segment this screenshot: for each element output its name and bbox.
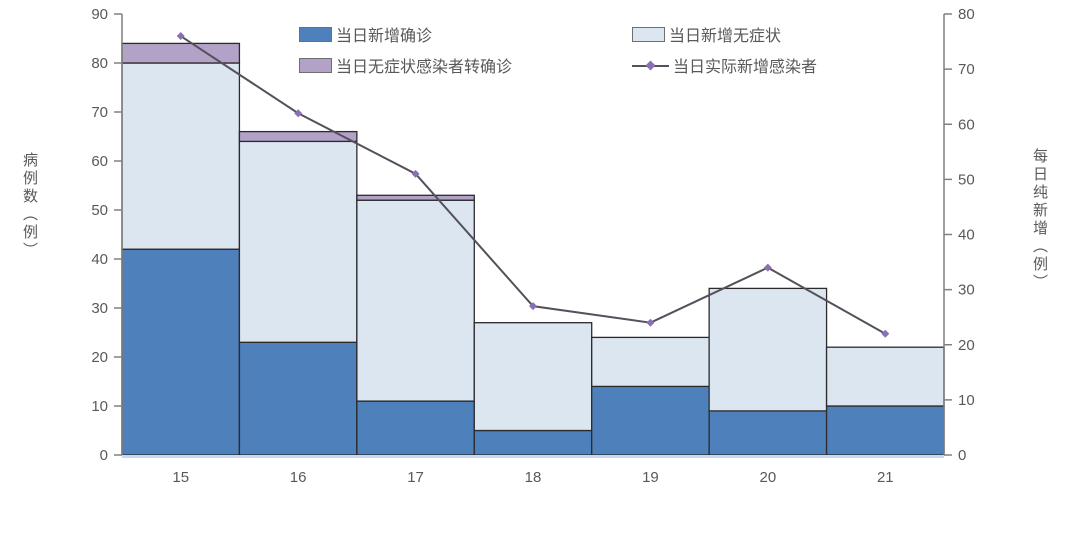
bar-segment-s0-15 <box>121 248 241 456</box>
bar-segment-s0-17 <box>356 400 475 456</box>
right-tick-label-80: 80 <box>958 6 975 23</box>
left-tick-label-20: 20 <box>91 349 108 366</box>
bar-segment-s0-16 <box>238 341 358 456</box>
left-tick-label-0: 0 <box>100 447 108 464</box>
legend-swatch-asymptomatic <box>632 26 665 42</box>
legend-item-converted: 当日无症状感染者转确诊 <box>299 53 512 77</box>
left-tick-label-90: 90 <box>91 6 108 23</box>
left-tick-label-60: 60 <box>91 153 108 170</box>
bar-segment-s2-15 <box>121 42 241 64</box>
bar-segment-s2-16 <box>238 130 358 143</box>
left-tick-label-70: 70 <box>91 104 108 121</box>
left-tick-label-80: 80 <box>91 55 108 72</box>
legend-label-confirmed: 当日新增确诊 <box>336 28 433 45</box>
legend-swatch-confirmed <box>299 26 332 42</box>
legend-label-converted: 当日无症状感染者转确诊 <box>336 59 513 76</box>
right-tick-label-40: 40 <box>958 227 975 244</box>
right-tick-label-10: 10 <box>958 392 975 409</box>
right-tick-label-50: 50 <box>958 171 975 188</box>
trend-marker-18 <box>529 302 537 311</box>
plot-baseline <box>122 455 944 458</box>
bar-segment-s1-19 <box>591 336 710 388</box>
bar-segment-s1-15 <box>121 62 241 250</box>
left-tick-label-10: 10 <box>91 398 108 415</box>
x-tick-label-19: 19 <box>642 469 659 486</box>
right-tick-label-20: 20 <box>958 337 975 354</box>
legend-item-asymptomatic: 当日新增无症状 <box>632 22 781 46</box>
right-tick-label-30: 30 <box>958 282 975 299</box>
trend-marker-16 <box>294 109 303 118</box>
bar-segment-s1-17 <box>356 199 475 402</box>
bar-segment-s1-16 <box>238 140 358 343</box>
legend-item-confirmed: 当日新增确诊 <box>299 22 432 46</box>
trend-marker-19 <box>646 318 655 327</box>
bar-segment-s0-18 <box>473 429 593 456</box>
legend-item-net-new: 当日实际新增感染者 <box>632 53 817 77</box>
right-tick-label-60: 60 <box>958 116 975 133</box>
bar-segment-s0-19 <box>591 385 710 456</box>
trend-marker-21 <box>881 329 890 338</box>
left-tick-label-40: 40 <box>91 251 108 268</box>
right-tick-label-0: 0 <box>958 447 966 464</box>
bar-segment-s2-17 <box>356 194 475 201</box>
left-tick-label-30: 30 <box>91 300 108 317</box>
left-tick-label-50: 50 <box>91 202 108 219</box>
legend-swatch-converted <box>299 57 332 73</box>
right-tick-label-70: 70 <box>958 61 975 78</box>
left-axis-title: 病例数（例） <box>21 152 38 260</box>
x-tick-label-17: 17 <box>407 469 424 486</box>
trend-marker-17 <box>411 169 420 178</box>
x-tick-label-16: 16 <box>290 469 307 486</box>
x-tick-label-21: 21 <box>877 469 894 486</box>
bar-segment-s0-20 <box>708 410 828 456</box>
x-tick-label-15: 15 <box>172 469 189 486</box>
legend-line-marker-icon <box>632 58 669 73</box>
x-tick-label-20: 20 <box>760 469 777 486</box>
bar-segment-s1-21 <box>825 346 945 407</box>
right-axis-title: 每日纯新增（例） <box>1031 148 1048 292</box>
bar-segment-s0-21 <box>825 405 945 456</box>
trend-marker-20 <box>763 263 772 272</box>
legend-label-asymptomatic: 当日新增无症状 <box>669 28 782 45</box>
x-tick-label-18: 18 <box>525 469 542 486</box>
bar-segment-s1-18 <box>473 322 593 432</box>
bar-segment-s1-20 <box>708 287 828 412</box>
legend-label-net-new: 当日实际新增感染者 <box>673 59 818 76</box>
trend-marker-15 <box>176 32 185 41</box>
